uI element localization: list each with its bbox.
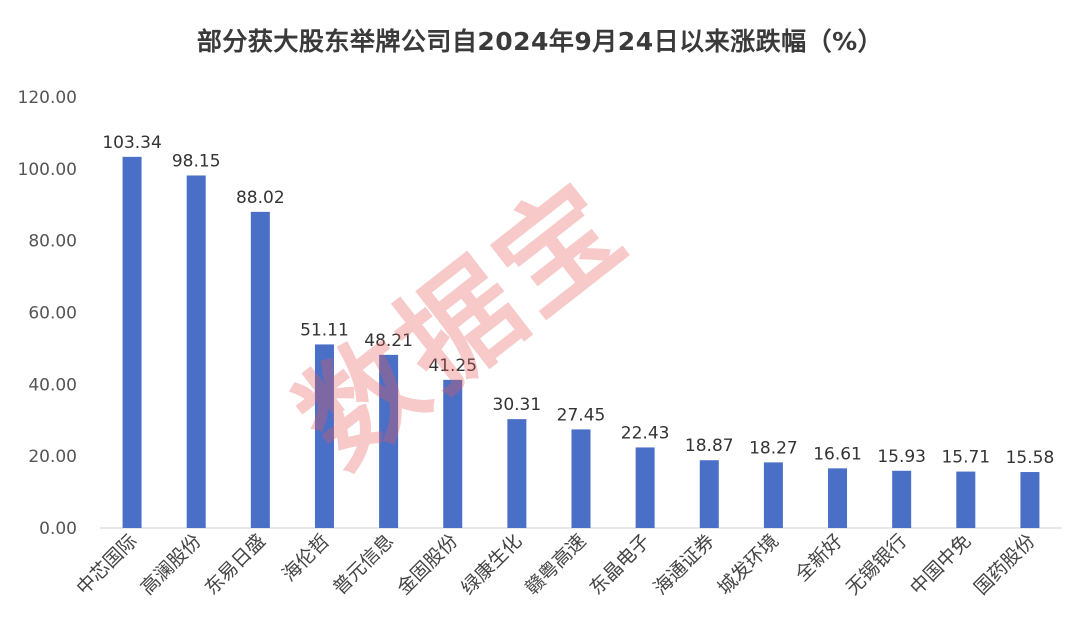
bars-group bbox=[122, 156, 1040, 529]
category-label: 中国中免 bbox=[906, 530, 975, 599]
bar bbox=[1020, 472, 1040, 528]
category-label: 普元信息 bbox=[329, 530, 398, 599]
category-label: 海通证券 bbox=[649, 530, 718, 599]
y-tick-label: 20.00 bbox=[28, 447, 77, 467]
data-label: 98.15 bbox=[172, 151, 221, 171]
bar bbox=[122, 156, 142, 529]
data-label: 15.71 bbox=[941, 448, 990, 468]
y-tick-label: 60.00 bbox=[28, 304, 77, 324]
data-label: 48.21 bbox=[364, 331, 413, 351]
category-label: 城发环境 bbox=[714, 530, 783, 599]
data-label: 15.93 bbox=[877, 447, 926, 467]
chart-title: 部分获大股东举牌公司自2024年9月24日以来涨跌幅（%） bbox=[196, 27, 884, 56]
category-label: 国药股份 bbox=[970, 530, 1039, 599]
bar bbox=[250, 211, 270, 528]
y-tick-label: 80.00 bbox=[28, 232, 77, 252]
data-label: 15.58 bbox=[1006, 448, 1055, 468]
category-label: 中芯国际 bbox=[72, 530, 141, 599]
bar bbox=[507, 419, 527, 528]
y-axis: 0.00 20.00 40.00 60.00 80.00 100.00 120.00 bbox=[18, 88, 77, 539]
bar bbox=[314, 344, 334, 528]
category-label: 赣粤高速 bbox=[521, 530, 590, 599]
data-label: 88.02 bbox=[236, 188, 285, 208]
bar bbox=[699, 460, 719, 528]
bar bbox=[443, 379, 463, 528]
data-label: 16.61 bbox=[813, 444, 862, 464]
y-tick-label: 40.00 bbox=[28, 375, 77, 395]
category-label: 无锡银行 bbox=[842, 530, 911, 599]
y-tick-label: 120.00 bbox=[18, 88, 77, 108]
category-label: 金固股份 bbox=[393, 530, 462, 599]
category-label: 全新好 bbox=[791, 530, 847, 586]
bar bbox=[379, 354, 399, 528]
data-label: 18.87 bbox=[685, 436, 734, 456]
category-label: 绿康生化 bbox=[457, 530, 526, 599]
bar bbox=[828, 468, 848, 528]
y-tick-label: 100.00 bbox=[18, 160, 77, 180]
data-labels-group: 103.34 98.15 88.02 51.11 48.21 41.25 30.31 27.4… bbox=[102, 133, 1054, 468]
category-label: 东易日盛 bbox=[201, 530, 270, 599]
bar bbox=[956, 471, 976, 528]
data-label: 18.27 bbox=[749, 438, 798, 458]
data-label: 51.11 bbox=[300, 320, 349, 340]
bar bbox=[892, 470, 912, 528]
category-label: 海伦哲 bbox=[278, 530, 334, 586]
bar bbox=[571, 429, 591, 528]
category-label: 东晶电子 bbox=[585, 530, 654, 599]
bar bbox=[635, 447, 655, 528]
category-label: 高澜股份 bbox=[136, 530, 205, 599]
bar bbox=[186, 175, 206, 529]
bar bbox=[763, 462, 783, 528]
data-label: 41.25 bbox=[428, 356, 477, 376]
data-label: 27.45 bbox=[557, 405, 606, 425]
data-label: 22.43 bbox=[621, 423, 670, 443]
data-label: 103.34 bbox=[102, 133, 161, 153]
data-label: 30.31 bbox=[493, 395, 542, 415]
y-tick-label: 0.00 bbox=[39, 519, 77, 539]
